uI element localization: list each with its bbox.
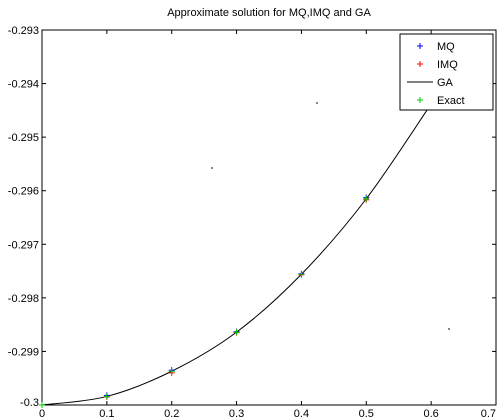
y-tick-label: -0.295 [8, 132, 39, 144]
y-tick-label: -0.3 [20, 397, 39, 409]
x-tick-label: 0.3 [229, 408, 244, 420]
legend: MQ IMQ GA Exact [399, 33, 494, 111]
legend-label: Exact [437, 95, 465, 107]
legend-swatch [417, 61, 423, 67]
stray-dot [448, 328, 450, 330]
y-tick-label: -0.296 [8, 186, 39, 198]
x-tick-label: 0.7 [481, 408, 496, 420]
x-tick-label: 0 [39, 408, 45, 420]
legend-label: GA [437, 77, 454, 89]
exact-point [298, 271, 305, 278]
y-tick-label: -0.294 [8, 79, 39, 91]
x-tick-label: 0.1 [99, 408, 114, 420]
legend-box [399, 33, 494, 111]
legend-entry-imq: IMQ [417, 59, 458, 71]
y-tick-label: -0.297 [8, 239, 39, 251]
x-tick-label: 0.2 [164, 408, 179, 420]
axis-ticks: 0 0.1 0.2 0.3 0.4 0.5 0.6 0.7 -0.3 -0.299 -0.298 -0… [8, 25, 497, 420]
exact-point [363, 195, 370, 202]
legend-swatch [417, 97, 423, 103]
x-tick-label: 0.6 [423, 408, 438, 420]
chart-title: Approximate solution for MQ,IMQ and GA [167, 7, 371, 19]
legend-swatch [417, 43, 423, 49]
x-tick-label: 0.4 [294, 408, 309, 420]
legend-entry-exact: Exact [417, 95, 465, 107]
x-tick-label: 0.5 [359, 408, 374, 420]
exact-point [233, 329, 240, 336]
exact-point [39, 402, 45, 408]
legend-entry-ga: GA [407, 77, 454, 89]
y-tick-label: -0.293 [8, 25, 39, 37]
legend-entry-mq: MQ [417, 41, 455, 53]
exact-point [103, 393, 110, 400]
y-tick-label: -0.298 [8, 293, 39, 305]
y-tick-label: -0.299 [8, 346, 39, 358]
legend-label: MQ [437, 41, 455, 53]
stray-dots [211, 102, 450, 330]
legend-label: IMQ [437, 59, 458, 71]
stray-dot [211, 167, 213, 169]
stray-dot [316, 102, 318, 104]
exact-point [168, 368, 175, 375]
